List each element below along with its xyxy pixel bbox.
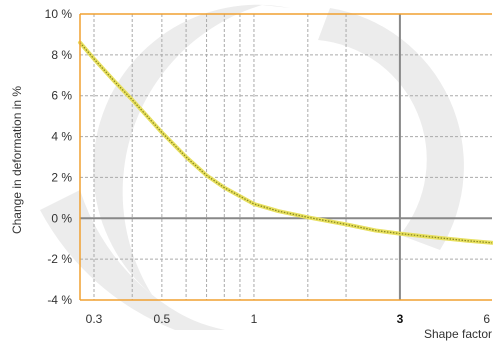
y-tick-label: 10 %	[45, 7, 73, 21]
plot-frame	[79, 13, 492, 301]
x-axis-label: Shape factor	[424, 327, 492, 341]
y-tick-label: 6 %	[51, 89, 72, 103]
series	[78, 40, 493, 245]
deformation-curve	[78, 40, 493, 245]
y-tick-label: 0 %	[51, 211, 72, 225]
x-tick-label: 3	[397, 312, 404, 326]
y-tick-label: 4 %	[51, 130, 72, 144]
background-watermark-logo	[40, 4, 464, 330]
y-tick-label: -4 %	[47, 293, 72, 307]
y-tick-label: 2 %	[51, 170, 72, 184]
y-tick-label: 8 %	[51, 48, 72, 62]
x-tick-label: 1	[251, 312, 258, 326]
x-tick-label: 0.5	[154, 312, 171, 326]
y-axis-label: Change in deformation in %	[10, 86, 24, 234]
x-tick-label: 6	[483, 312, 490, 326]
x-tick-labels: 0.3 0.5 1 3 6	[86, 312, 491, 326]
y-tick-labels: 10 % 8 % 6 % 4 % 2 % 0 % -2 % -4 %	[45, 7, 73, 307]
reference-lines	[80, 14, 492, 300]
x-tick-label: 0.3	[86, 312, 103, 326]
y-tick-label: -2 %	[47, 252, 72, 266]
